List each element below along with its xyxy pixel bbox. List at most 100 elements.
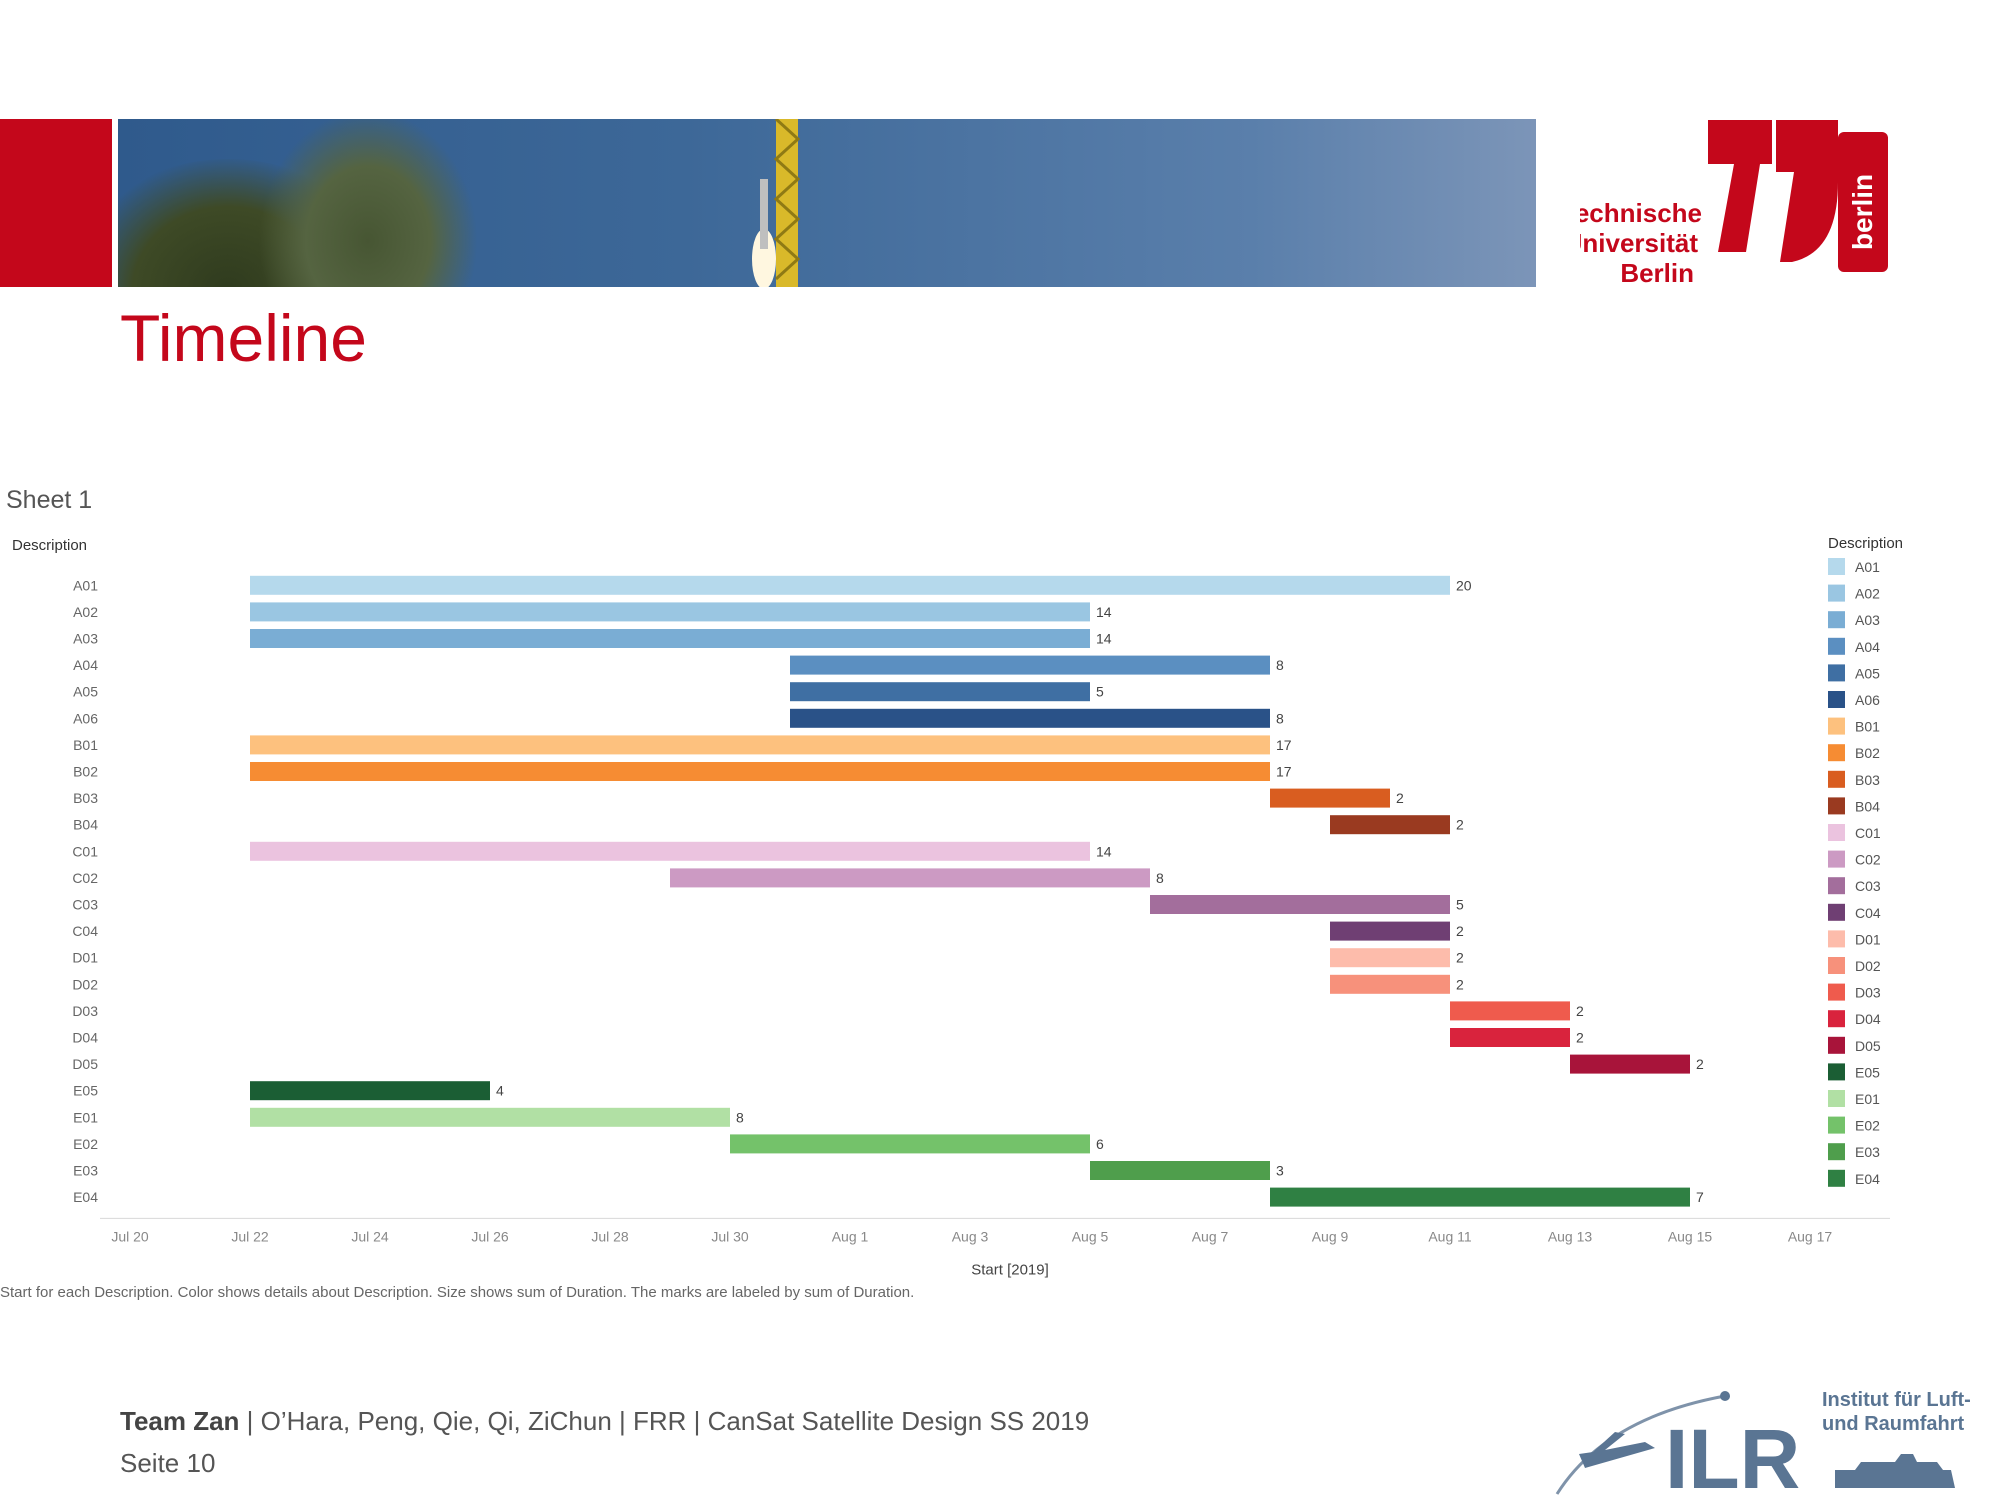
ilr-logo-line2: und Raumfahrt [1822,1413,1965,1435]
bar-value-label: 8 [1276,710,1284,726]
gantt-bar [1450,1001,1570,1021]
gantt-chart: Description A01 20 A02 14 A03 14 A04 8 A05 5 A06 8 B0… [12,535,1903,1278]
legend-swatch [1828,611,1845,629]
legend-title: Description [1828,535,1903,552]
legend-swatch [1828,1063,1845,1081]
legend-swatch [1828,558,1845,575]
row-label: E02 [73,1136,98,1152]
gantt-bar [790,708,1270,728]
bar-value-label: 6 [1096,1136,1104,1152]
sheet-title: Sheet 1 [6,486,93,514]
bar-value-label: 8 [736,1109,744,1125]
bar-value-label: 5 [1096,684,1104,700]
ilr-logo: ILR Institut für Luft- und Raumfahrt [1555,1389,1971,1496]
legend-label: A04 [1855,639,1880,655]
bar-value-label: 14 [1096,631,1112,647]
bar-value-label: 2 [1696,1056,1704,1072]
gantt-bar [250,602,1090,622]
row-label: C01 [72,843,98,859]
row-label: D01 [72,950,98,966]
legend-label: A06 [1855,692,1880,708]
gantt-bar [1570,1054,1690,1074]
tu-logo-line2: Universität [1580,228,1698,258]
legend-label: D04 [1855,1011,1881,1027]
legend-label: D01 [1855,931,1881,947]
bar-value-label: 5 [1456,897,1464,913]
legend-label: A05 [1855,665,1880,681]
ilr-logo-text: ILR [1665,1412,1800,1496]
legend-label: B03 [1855,772,1880,788]
legend-swatch [1828,1143,1845,1161]
legend-label: E05 [1855,1064,1880,1080]
x-tick-label: Aug 15 [1668,1228,1713,1244]
x-tick-label: Jul 20 [111,1228,149,1244]
gantt-bar [1270,1187,1690,1207]
legend-swatch [1828,770,1845,788]
gantt-bar [1330,948,1450,968]
legend-swatch [1828,1090,1845,1107]
bar-value-label: 2 [1396,790,1404,806]
gantt-bar [1450,1028,1570,1047]
legend-swatch [1828,1169,1845,1187]
legend-swatch [1828,903,1845,921]
gantt-bar [790,682,1090,702]
x-tick-label: Aug 3 [952,1228,989,1244]
bar-value-label: 4 [496,1083,504,1099]
bar-value-label: 2 [1456,817,1464,833]
row-label: D04 [72,1030,98,1046]
gantt-bar [1330,815,1450,835]
x-tick-label: Aug 5 [1072,1228,1109,1244]
x-tick-label: Aug 1 [832,1228,869,1244]
chart-caption: Start for each Description. Color shows … [0,1284,915,1301]
row-label: C02 [72,870,98,886]
legend-label: C02 [1855,852,1881,868]
legend-swatch [1828,957,1845,974]
legend-label: E04 [1855,1171,1880,1187]
bar-value-label: 8 [1276,657,1284,673]
bar-value-label: 14 [1096,604,1112,620]
legend-swatch [1828,744,1845,762]
bar-value-label: 17 [1276,737,1292,753]
tu-logo-side-text: berlin [1847,174,1878,250]
row-label: D02 [72,976,98,992]
gantt-bar [1270,788,1390,808]
x-tick-label: Jul 24 [351,1228,389,1244]
gantt-bar [730,1134,1090,1154]
bar-value-label: 2 [1456,950,1464,966]
legend-label: E02 [1855,1118,1880,1134]
row-label: B02 [73,764,98,780]
row-label: A05 [73,684,98,700]
bar-value-label: 2 [1456,923,1464,939]
page-title: Timeline [120,301,367,375]
bar-value-label: 3 [1276,1163,1284,1179]
x-tick-label: Jul 22 [231,1228,269,1244]
bar-value-label: 2 [1456,976,1464,992]
ilr-logo-line1: Institut für Luft- [1822,1389,1971,1411]
gantt-bar [250,1107,730,1127]
row-label: C03 [72,897,98,913]
row-label: C04 [72,923,98,939]
gantt-bar [250,841,1090,861]
x-tick-label: Aug 11 [1428,1228,1472,1244]
x-tick-label: Aug 7 [1192,1228,1229,1244]
x-tick-label: Jul 28 [591,1228,629,1244]
legend-label: B02 [1855,745,1880,761]
bar-value-label: 17 [1276,764,1292,780]
gantt-bar [670,868,1150,888]
legend-label: D03 [1855,985,1881,1001]
row-label: B03 [73,790,98,806]
row-label: A01 [73,577,98,593]
footer-team-line: Team Zan | O’Hara, Peng, Qie, Qi, ZiChun… [120,1406,1089,1437]
legend-swatch [1828,850,1845,868]
gantt-bar [1330,921,1450,941]
legend-label: B04 [1855,798,1880,814]
tu-logo-line3: Berlin [1620,258,1694,288]
legend-swatch [1828,797,1845,815]
legend-swatch [1828,983,1845,1001]
legend-label: A02 [1855,586,1880,602]
row-label: E03 [73,1163,98,1179]
legend-swatch [1828,717,1845,735]
header-banner-image [118,119,1536,287]
bar-value-label: 14 [1096,843,1112,859]
row-label: E05 [73,1083,98,1099]
